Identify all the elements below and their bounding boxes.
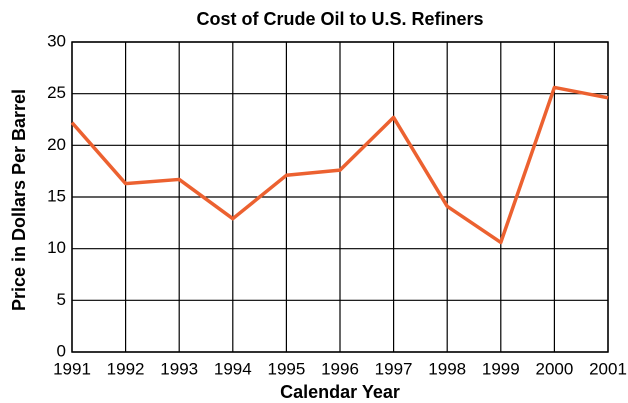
y-tick-label: 5: [57, 290, 66, 309]
x-tick-label: 1994: [214, 359, 252, 378]
y-tick-label: 30: [47, 31, 66, 50]
x-tick-label: 1996: [321, 359, 359, 378]
y-tick-label: 15: [47, 186, 66, 205]
x-tick-label: 1992: [107, 359, 145, 378]
plot-frame: [71, 41, 609, 353]
data-line: [70, 85, 609, 245]
y-tick-label: 0: [57, 341, 66, 360]
x-axis-label: Calendar Year: [280, 382, 400, 402]
x-tick-label: 1999: [482, 359, 520, 378]
y-tick-label: 20: [47, 135, 66, 154]
chart-title: Cost of Crude Oil to U.S. Refiners: [196, 9, 483, 29]
x-tick-label: 1995: [267, 359, 305, 378]
y-tick-label: 10: [47, 238, 66, 257]
y-axis-label: Price in Dollars Per Barrel: [9, 89, 29, 311]
x-tick-label: 2001: [589, 359, 627, 378]
x-tick-label: 1993: [160, 359, 198, 378]
x-tick-label: 1997: [375, 359, 413, 378]
x-tick-label: 1998: [428, 359, 466, 378]
y-tick-label: 25: [47, 83, 66, 102]
x-tick-label: 2000: [535, 359, 573, 378]
x-tick-label: 1991: [53, 359, 91, 378]
